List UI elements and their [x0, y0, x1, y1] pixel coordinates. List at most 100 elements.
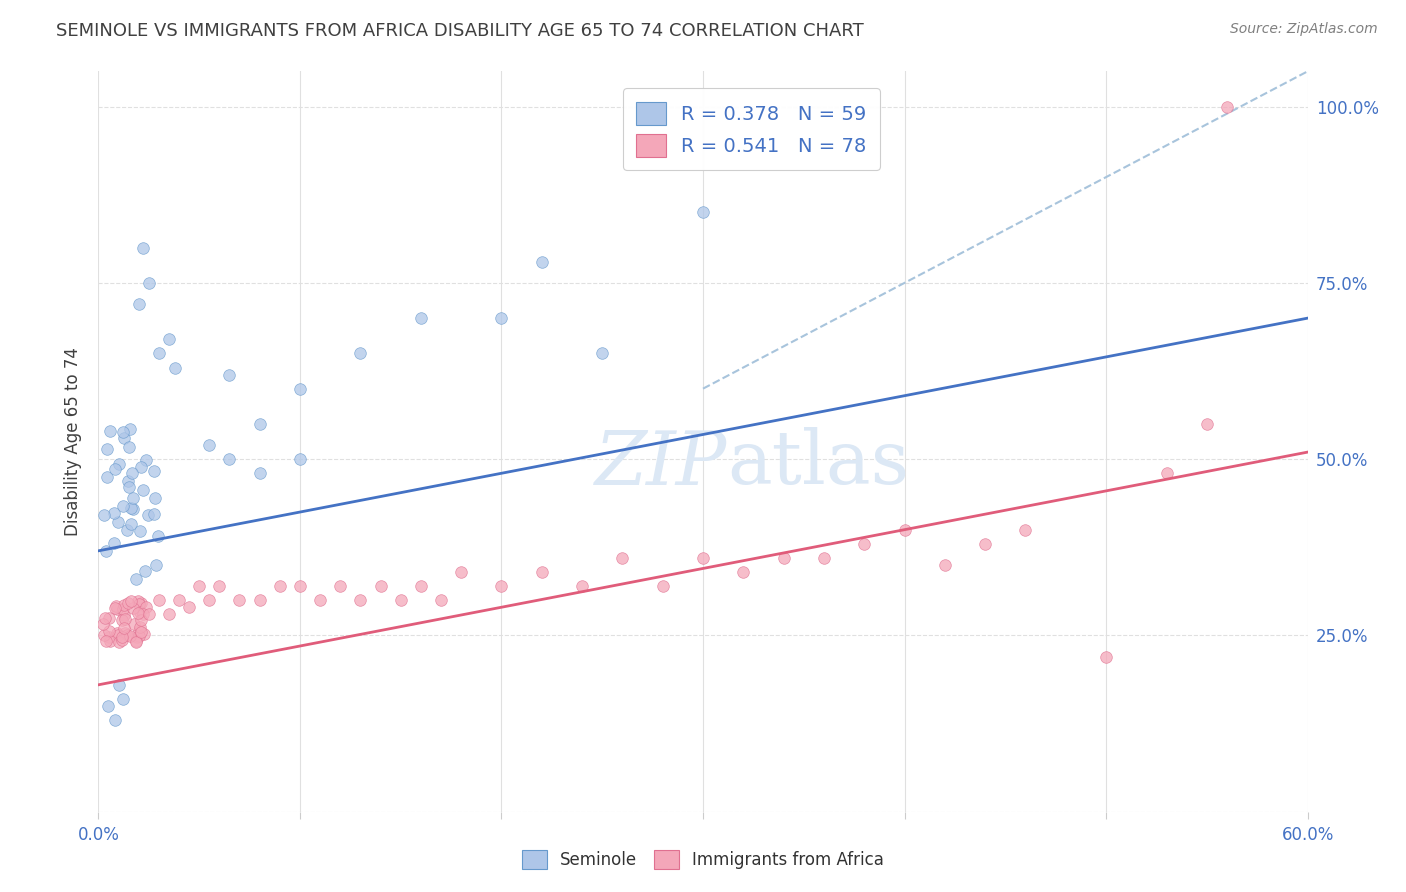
Point	[349, 593, 371, 607]
Point	[107, 515, 129, 529]
Point	[409, 311, 432, 326]
Point	[127, 594, 149, 608]
Point	[1014, 523, 1036, 537]
Point	[893, 523, 915, 537]
Point	[491, 579, 513, 593]
Point	[118, 480, 141, 494]
Point	[142, 507, 165, 521]
Point	[591, 346, 613, 360]
Point	[450, 565, 472, 579]
Point	[114, 626, 136, 640]
Point	[103, 713, 125, 727]
Point	[179, 600, 201, 615]
Point	[120, 517, 142, 532]
Point	[132, 627, 155, 641]
Point	[228, 593, 250, 607]
Point	[128, 297, 150, 311]
Point	[96, 442, 118, 456]
Point	[132, 241, 155, 255]
Point	[430, 593, 453, 607]
Point	[128, 628, 150, 642]
Point	[94, 610, 117, 624]
Point	[136, 508, 159, 522]
Point	[128, 597, 150, 611]
Point	[138, 276, 160, 290]
Point	[93, 508, 115, 522]
Point	[772, 550, 794, 565]
Point	[115, 628, 138, 642]
Text: Source: ZipAtlas.com: Source: ZipAtlas.com	[1230, 22, 1378, 37]
Point	[530, 254, 553, 268]
Point	[93, 628, 115, 642]
Point	[112, 432, 135, 446]
Point	[98, 424, 121, 438]
Point	[120, 629, 142, 643]
Point	[135, 452, 157, 467]
Point	[108, 635, 131, 649]
Point	[112, 622, 135, 636]
Point	[733, 565, 755, 579]
Point	[115, 524, 138, 538]
Point	[125, 634, 148, 648]
Point	[105, 625, 128, 640]
Point	[98, 634, 121, 648]
Point	[112, 601, 135, 615]
Point	[121, 501, 143, 516]
Point	[120, 500, 142, 515]
Point	[288, 452, 311, 467]
Point	[91, 617, 114, 632]
Point	[491, 311, 513, 326]
Point	[107, 628, 129, 642]
Point	[120, 422, 142, 436]
Point	[127, 606, 149, 620]
Point	[112, 425, 135, 440]
Point	[117, 596, 139, 610]
Legend: Seminole, Immigrants from Africa: Seminole, Immigrants from Africa	[512, 840, 894, 880]
Point	[103, 535, 125, 549]
Text: SEMINOLE VS IMMIGRANTS FROM AFRICA DISABILITY AGE 65 TO 74 CORRELATION CHART: SEMINOLE VS IMMIGRANTS FROM AFRICA DISAB…	[56, 22, 865, 40]
Point	[208, 579, 231, 593]
Point	[120, 593, 142, 607]
Point	[128, 605, 150, 619]
Point	[269, 579, 291, 593]
Legend: R = 0.378   N = 59, R = 0.541   N = 78: R = 0.378 N = 59, R = 0.541 N = 78	[623, 88, 880, 170]
Point	[112, 607, 135, 622]
Point	[125, 634, 148, 648]
Point	[329, 579, 352, 593]
Point	[129, 625, 152, 640]
Point	[853, 537, 876, 551]
Point	[288, 579, 311, 593]
Point	[148, 346, 170, 360]
Point	[104, 601, 127, 615]
Point	[111, 613, 134, 627]
Point	[370, 579, 392, 593]
Point	[651, 579, 673, 593]
Point	[145, 558, 167, 572]
Point	[1095, 649, 1118, 664]
Point	[349, 346, 371, 360]
Point	[530, 565, 553, 579]
Point	[103, 506, 125, 520]
Point	[288, 382, 311, 396]
Point	[1156, 467, 1178, 481]
Point	[813, 550, 835, 565]
Point	[128, 624, 150, 638]
Point	[143, 491, 166, 505]
Point	[97, 611, 120, 625]
Point	[97, 698, 120, 713]
Point	[132, 607, 155, 622]
Point	[129, 613, 152, 627]
Point	[249, 593, 271, 607]
Point	[129, 460, 152, 475]
Point	[167, 593, 190, 607]
Point	[117, 474, 139, 488]
Point	[409, 579, 432, 593]
Point	[129, 620, 152, 634]
Point	[118, 441, 141, 455]
Text: atlas: atlas	[727, 427, 910, 500]
Point	[218, 452, 240, 467]
Point	[129, 524, 152, 538]
Point	[105, 599, 128, 614]
Point	[107, 678, 129, 692]
Point	[309, 593, 332, 607]
